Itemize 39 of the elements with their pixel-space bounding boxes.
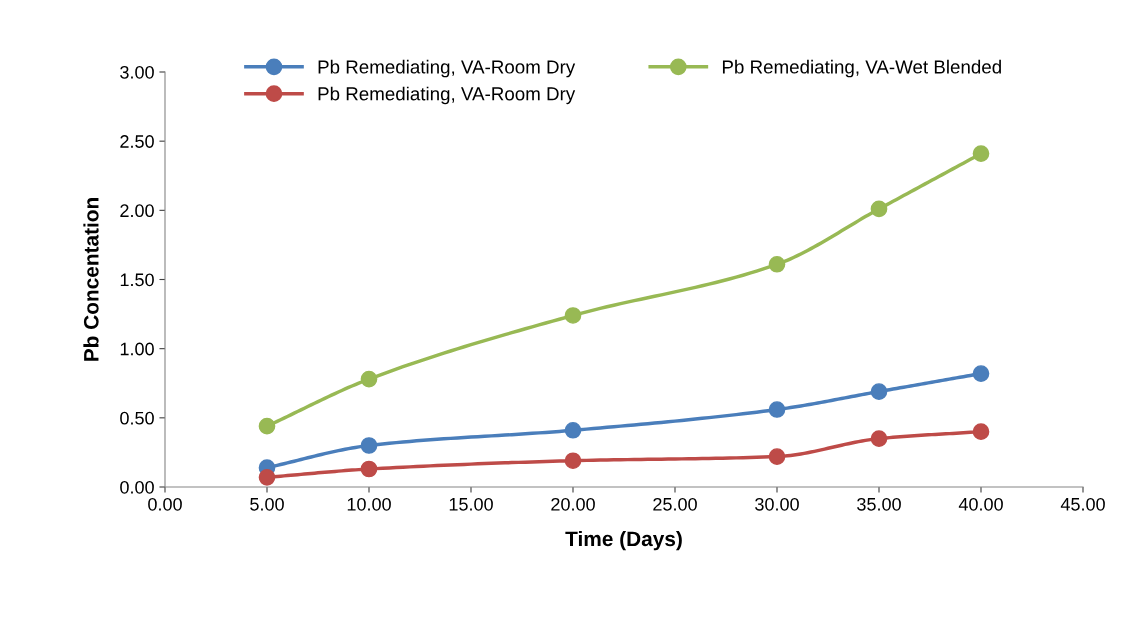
x-tick-label: 40.00 xyxy=(958,497,1003,511)
x-tick-label: 35.00 xyxy=(857,497,901,511)
point xyxy=(972,145,990,162)
point xyxy=(768,255,786,273)
legend-label: Pb Remediating, VA-Room Dry xyxy=(318,59,576,78)
y-axis-title: Pb Concentation xyxy=(83,198,99,361)
y-tick-label: 3.00 xyxy=(120,65,154,79)
x-tick-label: 30.00 xyxy=(755,497,799,511)
point xyxy=(870,200,888,218)
x-tick-label: 20.00 xyxy=(551,497,595,511)
x-tick-label: 10.00 xyxy=(347,497,391,511)
point xyxy=(564,421,582,439)
point xyxy=(870,430,888,447)
point xyxy=(360,370,378,388)
x-tick-label: 25.00 xyxy=(653,497,697,511)
point xyxy=(258,417,276,435)
legend-label: Pb Remediating, VA-Wet Blended xyxy=(722,59,1001,78)
point xyxy=(564,452,582,470)
legend-label: Pb Remediating, VA-Room Dry xyxy=(318,86,576,105)
point xyxy=(768,401,786,418)
point xyxy=(360,460,378,478)
x-tick-label: 15.00 xyxy=(449,497,493,511)
y-tick-label: 1.50 xyxy=(120,273,154,287)
x-axis-title: Time (Days) xyxy=(565,530,682,551)
point xyxy=(768,448,786,465)
point xyxy=(972,365,990,382)
point xyxy=(972,423,990,441)
x-tick-label: 45.00 xyxy=(1060,497,1105,511)
y-tick-label: 2.00 xyxy=(120,204,154,218)
y-tick-label: 0.00 xyxy=(120,480,154,494)
point xyxy=(360,437,378,454)
point xyxy=(564,307,582,324)
x-tick-label: 5.00 xyxy=(250,497,284,511)
y-tick-label: 2.50 xyxy=(120,135,154,148)
y-tick-label: 1.00 xyxy=(120,342,154,356)
x-tick-label: 0.00 xyxy=(148,497,182,511)
y-tick-label: 0.50 xyxy=(120,411,154,425)
point xyxy=(258,468,276,486)
point xyxy=(870,383,888,400)
